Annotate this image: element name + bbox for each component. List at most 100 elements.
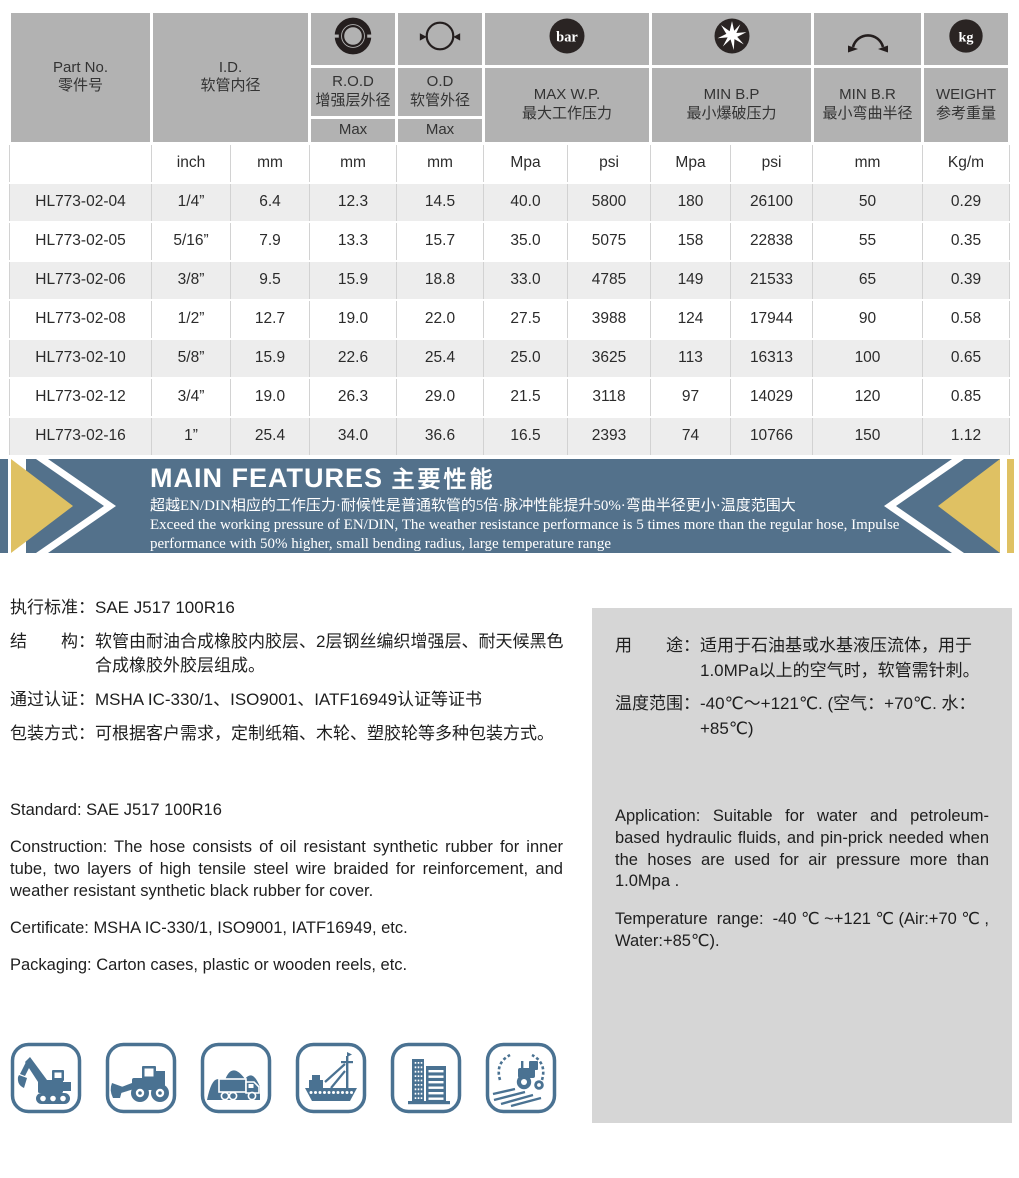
table-cell: 0.58 [922, 298, 1010, 340]
col-id: I.D. 软管内径 [150, 10, 311, 145]
header-max-row: Max Max [10, 115, 1010, 145]
table-cell: 55 [812, 220, 923, 262]
col-min-br: MIN B.R 最小弯曲半径 [811, 64, 924, 145]
table-cell: 13.3 [309, 220, 397, 262]
bar-icon-cell: bar [482, 10, 652, 68]
kg-icon-cell: kg [921, 10, 1011, 68]
table-cell: Mpa [650, 142, 731, 184]
table-cell: 7.9 [230, 220, 310, 262]
spec-label: 执行标准： [10, 598, 95, 617]
table-cell: 36.6 [396, 415, 484, 457]
table-cell: HL773-02-06 [9, 259, 152, 301]
table-cell: 15.7 [396, 220, 484, 262]
table-cell: 40.0 [483, 181, 568, 223]
application-icons-row [10, 1042, 557, 1114]
table-cell: 158 [650, 220, 731, 262]
table-cell: 34.0 [309, 415, 397, 457]
table-cell: 15.9 [230, 337, 310, 379]
table-cell: HL773-02-04 [9, 181, 152, 223]
table-cell: HL773-02-12 [9, 376, 152, 418]
usage-row-application: 用 途： 适用于石油基或水基液压流体，用于1.0MPa以上的空气时，软管需针刺。 [615, 634, 991, 683]
table-cell: 3625 [567, 337, 651, 379]
table-cell: 22838 [730, 220, 813, 262]
table-row: HL773-02-05 5/16” 7.9 13.3 15.7 35.0 5075 158 22… [9, 220, 1010, 262]
table-cell: 5075 [567, 220, 651, 262]
banner-text: MAIN FEATURES 主要性能 超越EN/DIN相应的工作压力·耐候性是普… [150, 463, 910, 555]
ship-icon [295, 1042, 367, 1114]
table-cell: mm [230, 142, 310, 184]
application-paragraph: Application: Suitable for water and petr… [615, 807, 989, 891]
table-row: HL773-02-06 3/8” 9.5 15.9 18.8 33.0 4785 149 215… [9, 259, 1010, 301]
spec-table-header: Part No. 零件号 I.D. 软管内径 [8, 10, 1011, 145]
table-cell: 1/4” [151, 181, 231, 223]
units-row: inch mm mm mm Mpa psi Mpa psi mm Kg/m [9, 142, 1010, 184]
spec-row-construction: 结 构： 软管由耐油合成橡胶内胶层、2层钢丝编织增强层、耐天候黑色合成橡胶外胶层… [10, 630, 572, 679]
rod-max-cell: Max [308, 115, 398, 145]
table-cell: 17944 [730, 298, 813, 340]
table-cell: 25.4 [230, 415, 310, 457]
usage-value: 适用于石油基或水基液压流体，用于1.0MPa以上的空气时，软管需针刺。 [700, 636, 980, 680]
table-cell: 124 [650, 298, 731, 340]
table-row: HL773-02-16 1” 25.4 34.0 36.6 16.5 2393 74 10766… [9, 415, 1010, 457]
table-cell: 0.29 [922, 181, 1010, 223]
table-cell: 35.0 [483, 220, 568, 262]
table-cell: HL773-02-05 [9, 220, 152, 262]
table-cell: 5/8” [151, 337, 231, 379]
table-cell: 1.12 [922, 415, 1010, 457]
wheel-loader-icon [105, 1042, 177, 1114]
table-cell: 0.39 [922, 259, 1010, 301]
side-panel: 用 途： 适用于石油基或水基液压流体，用于1.0MPa以上的空气时，软管需针刺。… [592, 608, 1012, 1123]
table-cell: 33.0 [483, 259, 568, 301]
table-cell: 10766 [730, 415, 813, 457]
dump-truck-icon [200, 1042, 272, 1114]
table-cell: 12.7 [230, 298, 310, 340]
table-cell: 149 [650, 259, 731, 301]
table-cell: 0.35 [922, 220, 1010, 262]
table-cell: 150 [812, 415, 923, 457]
table-cell: 19.0 [309, 298, 397, 340]
construction-paragraph: Construction: The hose consists of oil r… [10, 837, 563, 900]
part-no-label-zh: 零件号 [57, 77, 103, 95]
part-no-label-en: Part No. [52, 58, 109, 76]
table-cell: 12.3 [309, 181, 397, 223]
spec-row-certificate: 通过认证： MSHA IC-330/1、ISO9001、IATF16949认证等… [10, 688, 572, 713]
col-rod: R.O.D 增强层外径 [308, 64, 398, 119]
table-cell: mm [309, 142, 397, 184]
svg-text:bar: bar [556, 29, 578, 45]
col-weight: WEIGHT 参考重量 [921, 64, 1011, 145]
bend-radius-icon [847, 34, 888, 53]
banner-title: MAIN FEATURES 主要性能 [150, 463, 910, 494]
tractor-field-icon [485, 1042, 557, 1114]
id-label-zh: 软管内径 [200, 77, 261, 95]
table-cell: 3118 [567, 376, 651, 418]
rod-icon-cell [308, 10, 398, 68]
table-row: HL773-02-12 3/4” 19.0 26.3 29.0 21.5 3118 97 140… [9, 376, 1010, 418]
kg-icon: kg [949, 19, 983, 53]
col-max-wp: MAX W.P. 最大工作压力 [482, 64, 652, 145]
table-cell: 113 [650, 337, 731, 379]
banner-title-zh: 主要性能 [391, 466, 496, 492]
table-cell: 9.5 [230, 259, 310, 301]
banner-title-en: MAIN FEATURES [150, 463, 383, 493]
spec-value: 可根据客户需求，定制纸箱、木轮、塑胶轮等多种包装方式。 [95, 723, 554, 743]
table-cell: 1” [151, 415, 231, 457]
header-icon-row: Part No. 零件号 I.D. 软管内径 [8, 10, 1011, 145]
col-min-bp: MIN B.P 最小爆破压力 [649, 64, 814, 145]
table-cell: 18.8 [396, 259, 484, 301]
table-cell: 6.4 [230, 181, 310, 223]
building-icon [390, 1042, 462, 1114]
table-row: HL773-02-10 5/8” 15.9 22.6 25.4 25.0 3625 113 16… [9, 337, 1010, 379]
banner-subtitle-en: Exceed the working pressure of EN/DIN, T… [150, 517, 900, 553]
usage-row-temperature: 温度范围： -40℃～+121℃. (空气：+70℃. 水：+85℃) [615, 692, 991, 741]
table-cell: 22.0 [396, 298, 484, 340]
table-cell: 5/16” [151, 220, 231, 262]
chinese-specs-block: 执行标准： SAE J517 100R16 结 构： 软管由耐油合成橡胶内胶层、… [10, 596, 572, 755]
english-usage-block: Application: Suitable for water and petr… [615, 806, 989, 969]
table-cell: Kg/m [922, 142, 1010, 184]
table-cell: inch [151, 142, 231, 184]
table-cell: 90 [812, 298, 923, 340]
table-cell: 50 [812, 181, 923, 223]
table-cell: mm [396, 142, 484, 184]
certificate-paragraph: Certificate: MSHA IC-330/1, ISO9001, IAT… [10, 918, 408, 937]
